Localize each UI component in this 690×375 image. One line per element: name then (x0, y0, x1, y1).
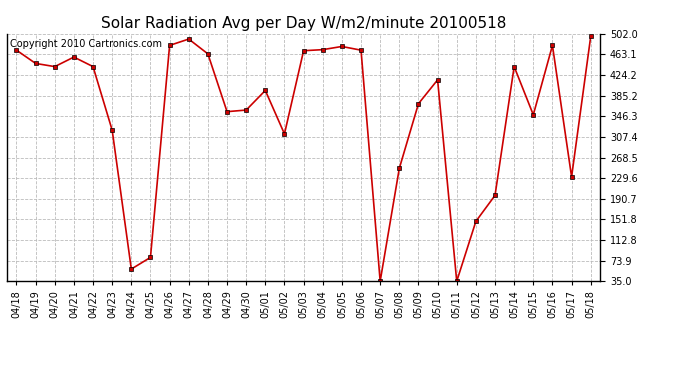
Text: Copyright 2010 Cartronics.com: Copyright 2010 Cartronics.com (10, 39, 162, 49)
Title: Solar Radiation Avg per Day W/m2/minute 20100518: Solar Radiation Avg per Day W/m2/minute … (101, 16, 506, 31)
